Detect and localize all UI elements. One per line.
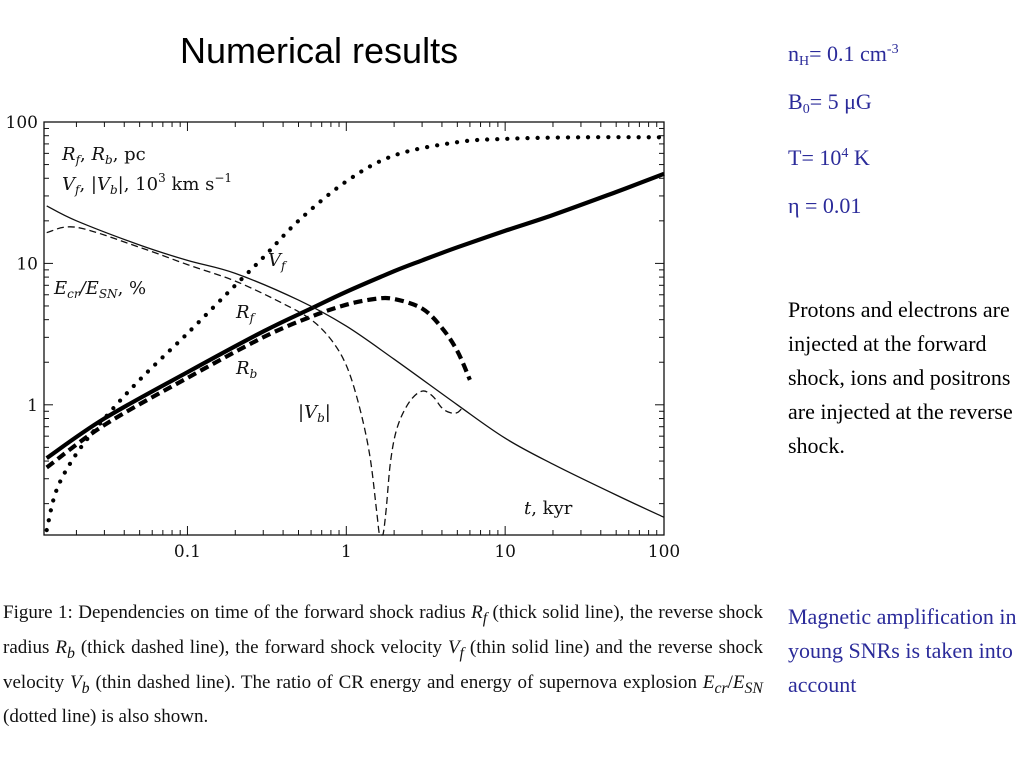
x-axis-label: t, kyr — [524, 498, 573, 519]
label-vf: Vf — [268, 250, 288, 273]
x-tick-label: 100 — [648, 542, 680, 562]
series-rb-line — [45, 295, 472, 470]
label-rf: Rf — [235, 302, 257, 325]
x-tick-labels: 0.1 1 10 100 — [174, 542, 680, 562]
injection-note: Protons and electrons are injected at th… — [788, 297, 1013, 458]
parameter-list: nH= 0.1 cm-3 B0= 5 μG T= 104 K η = 0.01 — [788, 36, 899, 244]
series-group — [44, 135, 667, 536]
y-tick-label: 10 — [16, 254, 38, 274]
plot-frame — [43, 121, 665, 536]
series-vb-line — [46, 226, 465, 536]
x-tick-label: 1 — [341, 542, 352, 562]
x-tick-label: 0.1 — [174, 542, 201, 562]
legend-line-2: Vf, |Vb|, 103 km s−1 — [62, 171, 232, 197]
figure-chart: 0.1 1 10 100 1 10 100 Rf, Rb, pc Vf, |Vb|, 10… — [6, 113, 681, 562]
param-eta: η = 0.01 — [788, 193, 862, 218]
series-vf-line — [46, 205, 665, 518]
figure-caption: Figure 1: Dependencies on time of the fo… — [3, 602, 763, 728]
magnetic-note: Magnetic amplification in young SNRs is … — [788, 604, 1017, 697]
label-vb: |Vb| — [298, 402, 331, 425]
param-magnetic-field: B0= 5 μG — [788, 89, 872, 117]
x-tick-label: 10 — [494, 542, 516, 562]
slide-title: Numerical results — [180, 30, 459, 71]
param-temperature: T= 104 K — [788, 145, 870, 170]
label-ecr-esn: Ecr/ESN, % — [53, 278, 146, 301]
series-rf-line — [45, 171, 665, 460]
label-rb: Rb — [235, 358, 257, 381]
y-tick-label: 1 — [27, 396, 38, 416]
y-tick-labels: 1 10 100 — [6, 113, 38, 416]
series-ecr-line — [44, 135, 667, 533]
legend-line-1: Rf, Rb, pc — [61, 144, 146, 167]
param-density: nH= 0.1 cm-3 — [788, 41, 899, 69]
y-tick-label: 100 — [6, 113, 38, 133]
